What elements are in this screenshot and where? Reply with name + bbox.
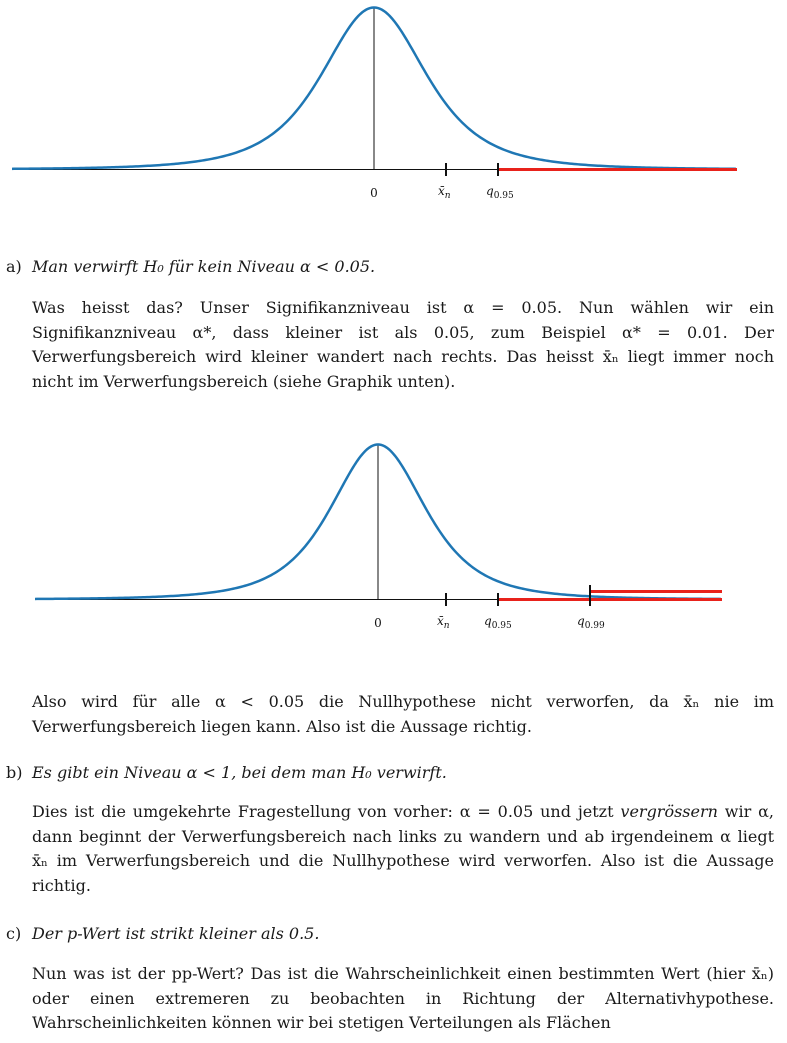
xbar-label: x̄n — [438, 184, 451, 201]
item-b-statement: b) Es gibt ein Niveau α < 1, bei dem man … — [6, 763, 447, 782]
item-c-statement: c) Der p-Wert ist strikt kleiner als 0.5. — [6, 924, 320, 943]
item-b-paragraph: Dies ist die umgekehrte Fragestellung vo… — [32, 802, 775, 895]
item-a-paragraph-2: Also wird für alle α < 0.05 die Nullhypo… — [32, 692, 774, 736]
q95-label: q0.95 — [486, 184, 514, 201]
density-plot-2: 0 x̄n q0.95 q0.99 — [34, 443, 722, 631]
q95-label: q0.95 — [484, 614, 512, 631]
zero-label: 0 — [374, 616, 382, 630]
q99-label: q0.99 — [577, 614, 605, 631]
density-plot-1: 0 x̄n q0.95 — [11, 6, 737, 201]
item-c-paragraph: Nun was ist der pp-Wert? Das ist die Wah… — [32, 964, 774, 1032]
xbar-label: x̄n — [437, 614, 450, 631]
item-a-statement: a) Man verwirft H₀ für kein Niveau α < 0.… — [6, 257, 376, 276]
density-curve — [11, 6, 737, 171]
density-curve — [34, 443, 722, 601]
zero-label: 0 — [370, 186, 378, 200]
item-a-paragraph-1: Was heisst das? Unser Signifikanzniveau … — [32, 298, 774, 391]
